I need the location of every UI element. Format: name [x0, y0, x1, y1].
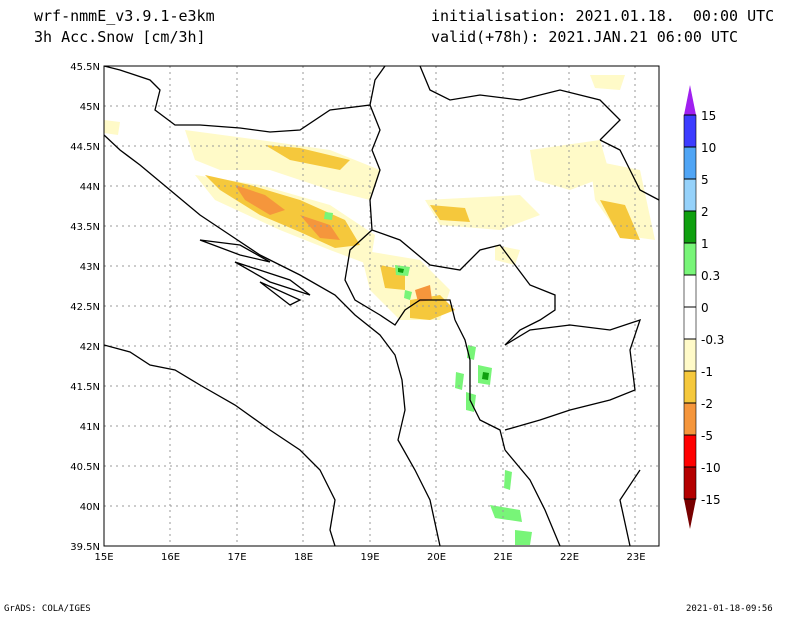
lon-tick-label: 21E — [493, 552, 512, 563]
colorbar-arrow-top — [684, 85, 696, 115]
lat-tick-label: 39.5N — [70, 542, 100, 553]
colorbar-segment — [684, 403, 696, 435]
colorbar-segment — [684, 179, 696, 211]
colorbar-label: 0.3 — [701, 269, 720, 283]
lat-tick-label: 44N — [80, 182, 100, 193]
colorbar-segment — [684, 435, 696, 467]
grid-lines — [104, 66, 659, 546]
lat-tick-label: 41N — [80, 422, 100, 433]
lon-tick-label: 17E — [227, 552, 246, 563]
colorbar-label: -2 — [701, 397, 713, 411]
colorbar-segment — [684, 275, 696, 307]
lat-tick-label: 42.5N — [70, 302, 100, 313]
lat-tick-label: 43.5N — [70, 222, 100, 233]
colorbar-segment — [684, 371, 696, 403]
lat-tick-label: 45.5N — [70, 62, 100, 73]
footer-credit: GrADS: COLA/IGES — [4, 604, 91, 614]
lat-tick-label: 40.5N — [70, 462, 100, 473]
colorbar-label: -5 — [701, 429, 713, 443]
lon-tick-label: 16E — [161, 552, 180, 563]
colorbar-label: -15 — [701, 493, 721, 507]
valid-time: valid(+78h): 2021.JAN.21 06:00 UTC — [431, 28, 739, 46]
lat-tick-label: 44.5N — [70, 142, 100, 153]
lon-tick-label: 19E — [360, 552, 379, 563]
footer-timestamp: 2021-01-18-09:56 — [686, 604, 773, 614]
colorbar-segment — [684, 339, 696, 371]
lat-tick-label: 41.5N — [70, 382, 100, 393]
lon-tick-label: 23E — [626, 552, 645, 563]
lat-tick-label: 45N — [80, 102, 100, 113]
lat-tick-label: 40N — [80, 502, 100, 513]
colorbar-segment — [684, 147, 696, 179]
map-frame — [103, 65, 660, 547]
colorbar-segment — [684, 243, 696, 275]
colorbar: 15 10 5 2 1 0.3 0 -0.3 -1 -2 -5 -10 -15 — [683, 85, 724, 529]
snow-field — [104, 75, 655, 545]
lon-tick-label: 15E — [94, 552, 113, 563]
colorbar-label: 5 — [701, 173, 709, 187]
initialisation-time: initialisation: 2021.01.18. 00:00 UTC — [431, 7, 775, 25]
lon-tick-label: 18E — [294, 552, 313, 563]
variable-title: 3h Acc.Snow [cm/3h] — [34, 28, 206, 46]
colorbar-segment — [684, 467, 696, 499]
colorbar-label: 1 — [701, 237, 709, 251]
lat-tick-label: 42N — [80, 342, 100, 353]
colorbar-segment — [684, 307, 696, 339]
colorbar-label: 0 — [701, 301, 709, 315]
model-title: wrf-nmmE_v3.9.1-e3km — [34, 7, 215, 25]
coastlines-borders — [104, 66, 659, 546]
colorbar-label: -1 — [701, 365, 713, 379]
colorbar-arrow-bottom — [684, 499, 696, 529]
lat-tick-label: 43N — [80, 262, 100, 273]
lon-tick-label: 20E — [427, 552, 446, 563]
lon-tick-label: 22E — [560, 552, 579, 563]
colorbar-label: -10 — [701, 461, 721, 475]
colorbar-segment — [684, 115, 696, 147]
colorbar-label: -0.3 — [701, 333, 724, 347]
colorbar-label: 2 — [701, 205, 709, 219]
colorbar-label: 15 — [701, 109, 716, 123]
colorbar-segment — [684, 211, 696, 243]
colorbar-label: 10 — [701, 141, 716, 155]
